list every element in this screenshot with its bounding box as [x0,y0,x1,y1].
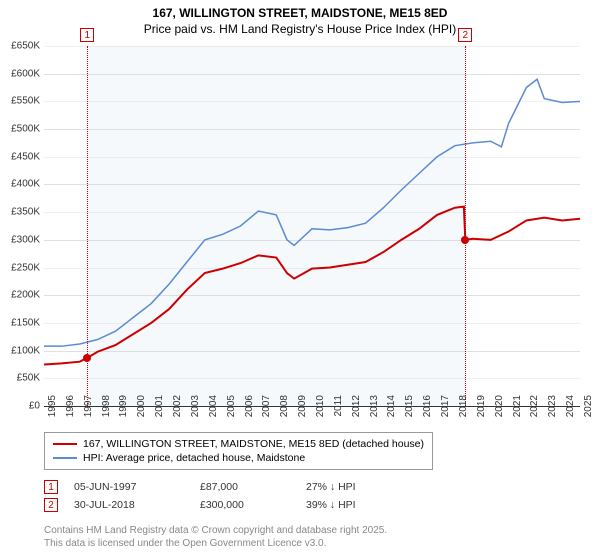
y-axis-label: £650K [0,41,40,52]
y-axis-label: £200K [0,290,40,301]
y-axis-label: £50K [0,373,40,384]
series-line-price_paid [44,207,580,365]
x-axis-label: 2022 [529,395,540,425]
legend-swatch [53,457,77,459]
x-axis-label: 2024 [565,395,576,425]
legend-label: 167, WILLINGTON STREET, MAIDSTONE, ME15 … [83,438,424,450]
x-axis-label: 1998 [101,395,112,425]
marker-line [465,46,466,406]
plot-region: 12 [44,46,580,406]
x-axis-label: 2005 [226,395,237,425]
x-axis-label: 2009 [297,395,308,425]
x-axis-label: 2011 [333,395,344,425]
y-axis-label: £450K [0,151,40,162]
marker-delta: 27% ↓ HPI [306,481,396,493]
x-axis-label: 2012 [351,395,362,425]
x-axis-label: 2018 [458,395,469,425]
x-axis-label: 2008 [279,395,290,425]
legend-row: 167, WILLINGTON STREET, MAIDSTONE, ME15 … [53,437,424,451]
x-axis-label: 2019 [476,395,487,425]
attribution-line: Contains HM Land Registry data © Crown c… [44,525,387,536]
marker-date: 05-JUN-1997 [74,481,184,493]
y-axis-label: £150K [0,317,40,328]
marker-delta: 39% ↓ HPI [306,499,396,511]
marker-box: 2 [458,28,472,42]
marker-price: £300,000 [200,499,290,511]
x-axis-label: 2020 [494,395,505,425]
x-axis-label: 2021 [512,395,523,425]
series-line-hpi [44,79,580,346]
x-axis-label: 2017 [440,395,451,425]
chart-title: 167, WILLINGTON STREET, MAIDSTONE, ME15 … [0,0,600,20]
y-axis-label: £100K [0,345,40,356]
x-axis-label: 1999 [118,395,129,425]
x-axis-label: 1997 [83,395,94,425]
marker-price: £87,000 [200,481,290,493]
x-axis-label: 2023 [547,395,558,425]
y-axis-label: £250K [0,262,40,273]
x-axis-label: 2002 [172,395,183,425]
legend-row: HPI: Average price, detached house, Maid… [53,451,424,465]
marker-dot [83,354,91,362]
x-axis-label: 2014 [386,395,397,425]
x-axis-label: 2006 [244,395,255,425]
x-axis-label: 2013 [369,395,380,425]
x-axis-label: 2025 [583,395,594,425]
x-axis-label: 1996 [65,395,76,425]
attribution-line: This data is licensed under the Open Gov… [44,538,326,549]
legend-label: HPI: Average price, detached house, Maid… [83,452,305,464]
chart-area: 12 £0£50K£100K£150K£200K£250K£300K£350K£… [44,46,580,426]
marker-key: 2 [44,498,58,512]
x-axis-label: 2003 [190,395,201,425]
marker-table-row: 1 05-JUN-1997 £87,000 27% ↓ HPI [44,478,396,496]
y-axis-label: £300K [0,234,40,245]
x-axis-label: 2000 [136,395,147,425]
marker-key: 1 [44,480,58,494]
chart-container: 167, WILLINGTON STREET, MAIDSTONE, ME15 … [0,0,600,560]
marker-table-row: 2 30-JUL-2018 £300,000 39% ↓ HPI [44,496,396,514]
line-series-svg [44,46,580,406]
x-axis-label: 2004 [208,395,219,425]
legend: 167, WILLINGTON STREET, MAIDSTONE, ME15 … [44,432,433,470]
marker-line [87,46,88,406]
y-axis-label: £350K [0,207,40,218]
marker-table: 1 05-JUN-1997 £87,000 27% ↓ HPI 2 30-JUL… [44,478,396,514]
x-axis-label: 2010 [315,395,326,425]
y-axis-label: £500K [0,124,40,135]
x-axis-label: 2016 [422,395,433,425]
y-axis-label: £0 [0,401,40,412]
marker-dot [461,236,469,244]
x-axis-label: 2001 [154,395,165,425]
y-axis-label: £600K [0,68,40,79]
attribution: Contains HM Land Registry data © Crown c… [44,524,580,550]
x-axis-label: 1995 [47,395,58,425]
marker-date: 30-JUL-2018 [74,499,184,511]
x-axis-label: 2007 [261,395,272,425]
x-axis-label: 2015 [404,395,415,425]
y-axis-label: £550K [0,96,40,107]
marker-box: 1 [80,28,94,42]
y-axis-label: £400K [0,179,40,190]
legend-swatch [53,443,77,445]
